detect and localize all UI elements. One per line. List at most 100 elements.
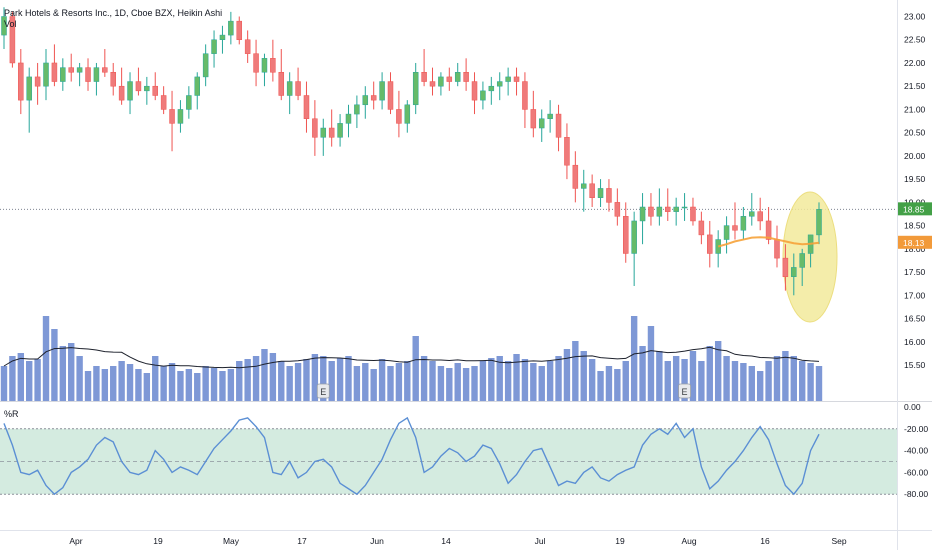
volume-bar — [59, 346, 67, 401]
candle-body — [152, 85, 158, 96]
moving-average-line — [717, 236, 820, 248]
candle-up — [219, 25, 226, 54]
volume-bar — [740, 363, 747, 401]
volume-bar — [748, 366, 755, 401]
volume-bar — [370, 369, 377, 401]
candle-body — [757, 211, 763, 222]
wr-tick-label: 0.00 — [904, 402, 921, 412]
volume-bar — [177, 371, 184, 401]
volume-bar — [210, 368, 218, 401]
candle-body — [261, 58, 268, 73]
candle-up — [799, 248, 805, 287]
volume-bar — [236, 361, 243, 401]
candle-body — [404, 104, 411, 124]
volume-bar — [714, 341, 722, 401]
volume-bar — [765, 361, 772, 401]
candle-down — [690, 197, 696, 226]
volume-bar — [639, 346, 646, 401]
candle-body — [631, 220, 637, 254]
candle-down — [782, 244, 789, 291]
volume-bar — [446, 368, 453, 401]
price-tick-label: 20.50 — [904, 128, 926, 138]
volume-bar — [9, 356, 16, 401]
price-tick-label: 23.00 — [904, 12, 926, 22]
volume-bar — [723, 356, 730, 401]
candle-up — [144, 76, 150, 105]
volume-bar — [261, 349, 268, 401]
volume-bar — [404, 361, 411, 401]
wr-tick-label: -80.00 — [904, 489, 928, 499]
volume-bar — [496, 356, 503, 401]
candle-down — [68, 53, 74, 82]
volume-bar — [93, 366, 100, 401]
candle-down — [564, 123, 570, 180]
candle-body — [513, 76, 520, 82]
candle-up — [639, 193, 646, 245]
price-tick-label: 16.00 — [904, 337, 926, 347]
volume-bar — [303, 359, 310, 401]
candle-up — [488, 76, 495, 105]
volume-bar — [488, 358, 495, 401]
volume-bar — [412, 336, 419, 401]
candle-body — [681, 206, 688, 209]
time-tick-label: Jul — [535, 536, 546, 546]
volume-bar — [656, 351, 663, 401]
candle-body — [749, 211, 755, 217]
volume-bar — [756, 371, 764, 401]
volume-bar — [328, 361, 335, 401]
volume-bar — [588, 359, 596, 401]
volume-bar — [68, 343, 75, 401]
candle-down — [396, 90, 402, 138]
volume-bar — [429, 361, 436, 401]
ma-badge-text: 18.13 — [903, 238, 925, 248]
candle-up — [538, 109, 545, 142]
candle-body — [597, 188, 604, 198]
candle-up — [60, 58, 66, 91]
candle-body — [110, 72, 116, 87]
volume-bar — [815, 366, 823, 401]
volume-bar — [51, 329, 58, 401]
time-tick-label: 14 — [441, 536, 451, 546]
volume-bar — [572, 341, 579, 401]
candle-down — [421, 49, 427, 87]
volume-bar — [135, 369, 142, 401]
volume-bar — [0, 366, 8, 401]
volume-bar — [311, 354, 319, 401]
volume-bar — [34, 359, 41, 401]
candle-down — [160, 86, 167, 115]
volume-bar — [42, 316, 50, 401]
candle-up — [186, 86, 192, 119]
candle-body — [328, 127, 335, 138]
candle-up — [202, 44, 209, 87]
volume-bar — [17, 353, 25, 401]
candle-up — [354, 95, 360, 129]
volume-bar — [773, 356, 781, 401]
volume-ma-line — [3, 346, 820, 369]
candle-body — [673, 206, 679, 212]
volume-bar — [143, 373, 151, 401]
candle-body — [799, 253, 805, 268]
volume-bar — [378, 359, 386, 401]
price-tick-label: 18.00 — [904, 244, 926, 254]
candle-body — [354, 104, 360, 115]
candle-up — [505, 67, 511, 96]
candle-body — [93, 67, 100, 82]
candle-up — [715, 230, 721, 268]
volume-bar — [471, 366, 478, 401]
wr-line — [3, 416, 820, 496]
candle-up — [26, 67, 32, 133]
candle-body — [68, 67, 74, 73]
candle-down — [572, 151, 579, 203]
candle-body — [270, 58, 276, 73]
volume-bar — [513, 354, 520, 401]
candle-down — [623, 202, 629, 263]
candle-body — [572, 164, 579, 189]
candle-body — [312, 118, 318, 138]
candle-up — [211, 30, 217, 68]
candle-body — [387, 81, 394, 110]
candle-body — [656, 206, 663, 217]
candle-up — [631, 211, 637, 287]
volume-bar — [647, 326, 655, 401]
